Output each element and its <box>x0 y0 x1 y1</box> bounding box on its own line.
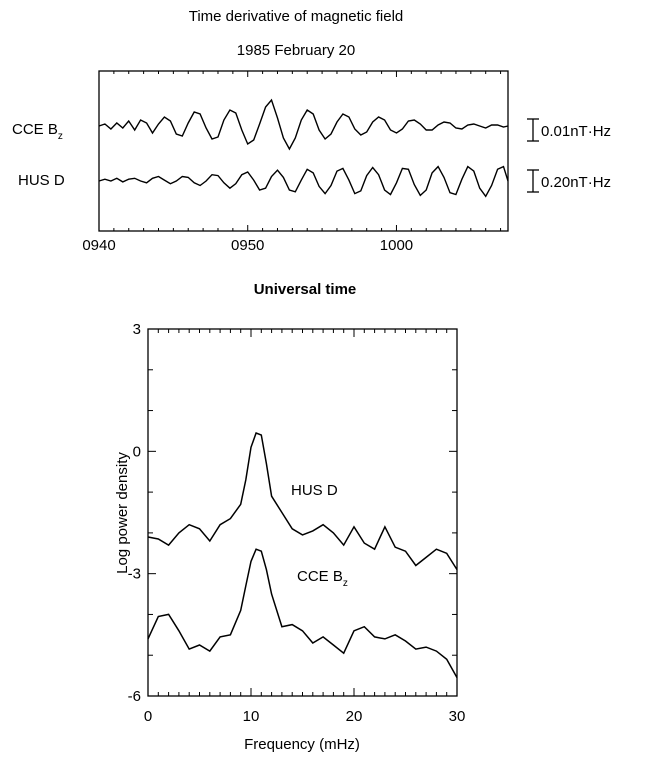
scale-bar-label-cce: 0.01nT·Hz <box>541 123 611 140</box>
bottom-y-tick-labels: -6 -3 0 3 <box>128 321 141 705</box>
bottom-x-tick-labels: 0 10 20 30 <box>144 708 466 725</box>
spectrum-label-cce-bz: CCE Bz <box>297 568 348 589</box>
top-axis-ticks <box>98 71 502 231</box>
bottom-y-tick-label: 0 <box>133 443 141 460</box>
bottom-y-axis-label: Log power density <box>114 452 131 574</box>
series-line-hus-d-spectrum <box>147 432 458 571</box>
top-plot-frame <box>98 70 509 232</box>
bottom-x-tick-label: 0 <box>144 708 152 725</box>
bottom-axis-ticks <box>147 328 458 697</box>
bottom-y-tick-label: -6 <box>128 688 141 705</box>
top-x-tick-labels: 0940 0950 1000 <box>82 237 413 254</box>
top-x-tick-label: 0950 <box>231 237 264 254</box>
spectrum-label-hus-d: HUS D <box>291 482 338 499</box>
bottom-x-axis-label: Frequency (mHz) <box>244 736 360 753</box>
chart-subtitle: 1985 February 20 <box>237 42 355 59</box>
bottom-x-tick-label: 20 <box>346 708 363 725</box>
series-line-cce-bz-spectrum <box>147 548 458 678</box>
top-x-axis-label: Universal time <box>254 281 357 298</box>
bottom-x-tick-label: 10 <box>243 708 260 725</box>
scale-bar-label-hus: 0.20nT·Hz <box>541 174 611 191</box>
power-spectrum-chart: 0 10 20 30 -6 -3 0 3 HUS D CCE Bz Frequency (m… <box>114 321 465 753</box>
top-x-tick-label: 1000 <box>380 237 413 254</box>
scale-bar-cce: 0.01nT·Hz <box>527 118 611 142</box>
bottom-y-tick-label: 3 <box>133 321 141 338</box>
top-x-tick-label: 0940 <box>82 237 115 254</box>
bottom-plot-frame <box>147 328 458 697</box>
series-line-hus-d <box>98 165 509 198</box>
series-line-cce-bz <box>98 98 509 151</box>
chart-title: Time derivative of magnetic field <box>189 8 404 25</box>
bottom-y-tick-label: -3 <box>128 566 141 583</box>
time-series-chart: Time derivative of magnetic field 1985 F… <box>12 8 611 298</box>
series-label-cce-bz: CCE Bz <box>12 121 63 142</box>
scale-bar-hus: 0.20nT·Hz <box>527 169 611 193</box>
series-label-hus-d: HUS D <box>18 172 65 189</box>
bottom-x-tick-label: 30 <box>449 708 466 725</box>
